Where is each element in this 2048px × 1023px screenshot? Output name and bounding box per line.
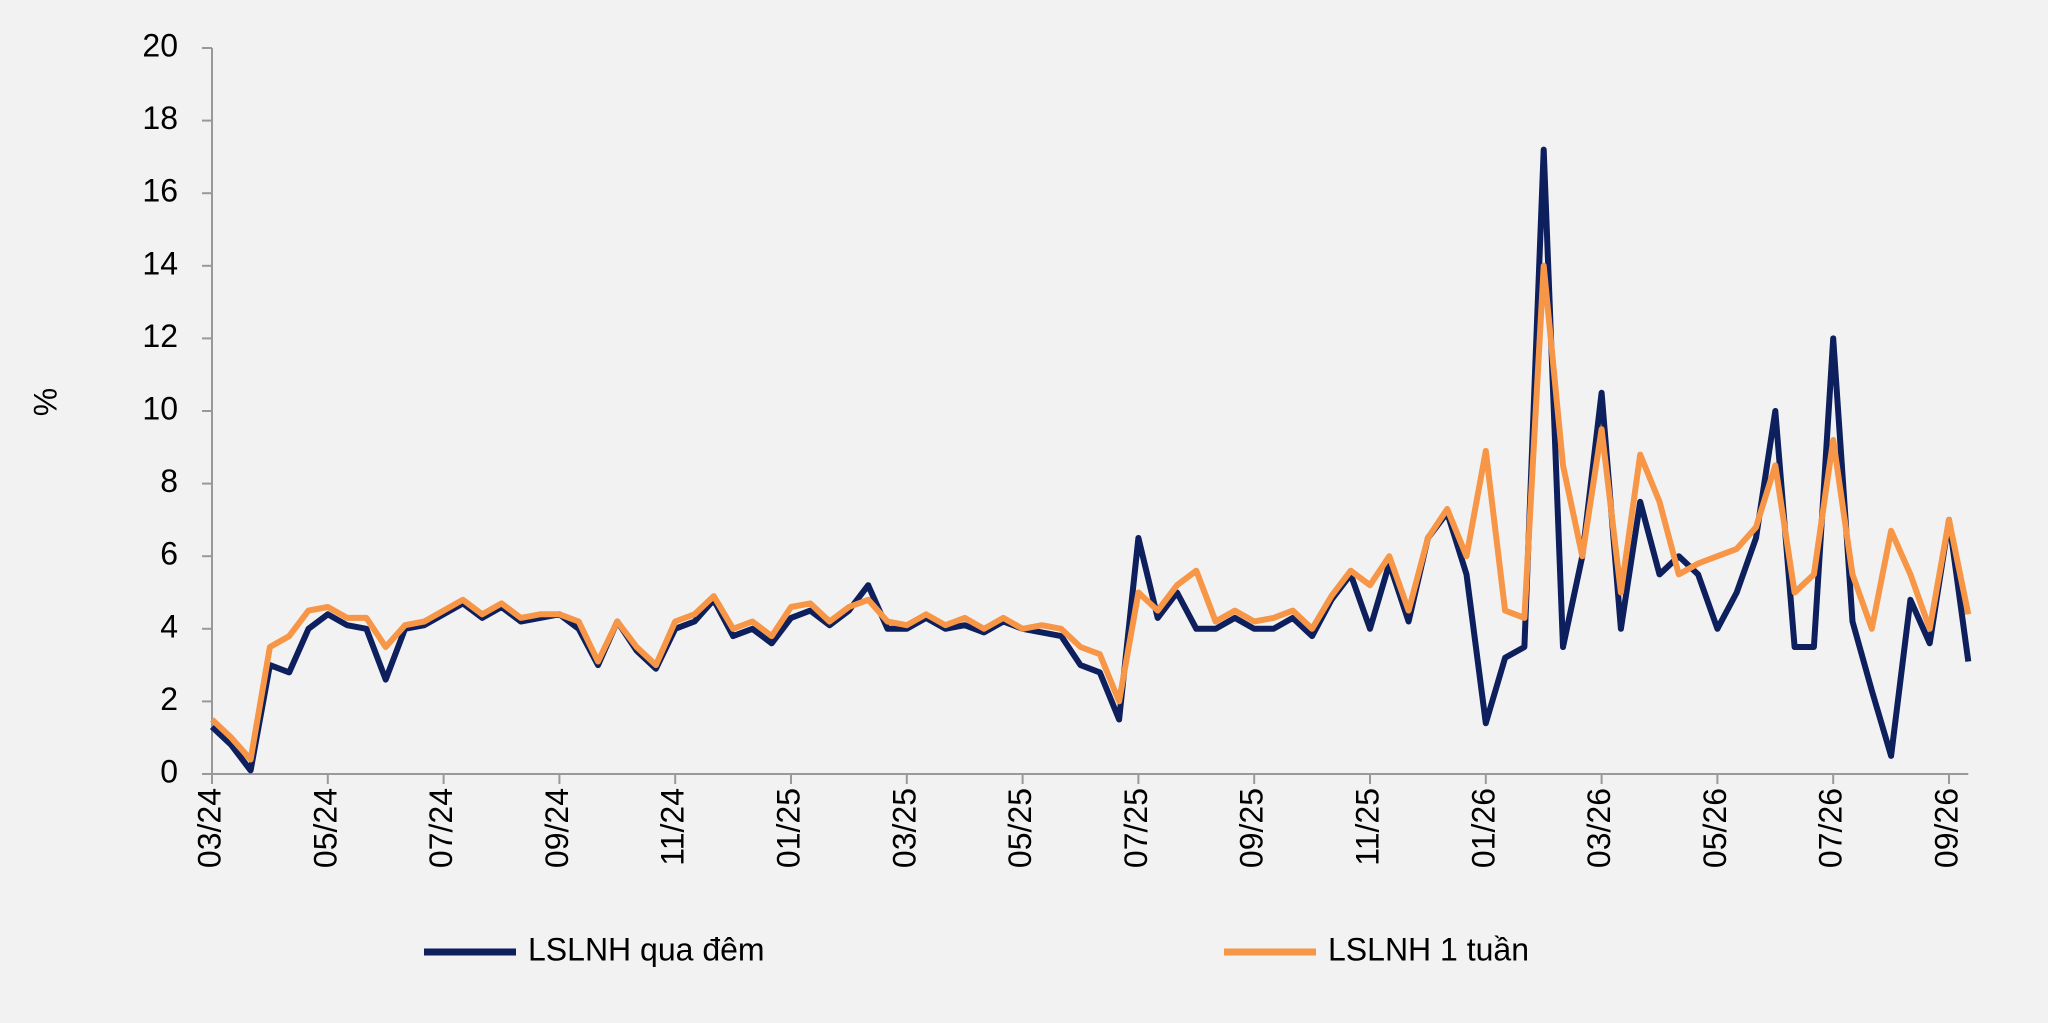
x-tick-label: 05/26: [1697, 788, 1733, 868]
legend-label: LSLNH qua đêm: [528, 931, 765, 967]
series-line: [209, 146, 1972, 774]
x-tick-label: 09/26: [1928, 788, 1964, 868]
x-tick-label: 03/25: [886, 788, 922, 868]
legend-label: LSLNH 1 tuần: [1328, 931, 1529, 967]
x-tick-label: 03/26: [1581, 788, 1617, 868]
x-tick-label: 11/24: [655, 788, 691, 866]
series-line: [209, 262, 1972, 763]
x-tick-label: 01/26: [1465, 788, 1501, 868]
x-tick-label: 09/25: [1234, 788, 1270, 868]
y-tick-label: 18: [142, 100, 178, 136]
y-tick-label: 0: [160, 753, 178, 789]
y-tick-label: 12: [142, 318, 178, 354]
x-tick-label: 05/25: [1002, 788, 1038, 868]
x-tick-label: 09/24: [539, 788, 575, 868]
y-tick-label: 2: [160, 681, 178, 717]
y-tick-label: 4: [160, 608, 178, 644]
x-tick-label: 05/24: [307, 788, 343, 868]
y-tick-label: 20: [142, 27, 178, 63]
x-tick-label: 07/25: [1118, 788, 1154, 868]
x-tick-label: 11/25: [1349, 788, 1385, 866]
x-tick-label: 07/26: [1813, 788, 1849, 868]
y-tick-label: 10: [142, 390, 178, 426]
x-tick-label: 07/24: [423, 788, 459, 868]
x-tick-label: 01/25: [770, 788, 806, 868]
y-tick-label: 16: [142, 173, 178, 209]
y-tick-label: 14: [142, 245, 178, 281]
y-axis-label: %: [27, 388, 63, 416]
y-tick-label: 6: [160, 536, 178, 572]
x-tick-label: 03/24: [191, 788, 227, 868]
y-tick-label: 8: [160, 463, 178, 499]
